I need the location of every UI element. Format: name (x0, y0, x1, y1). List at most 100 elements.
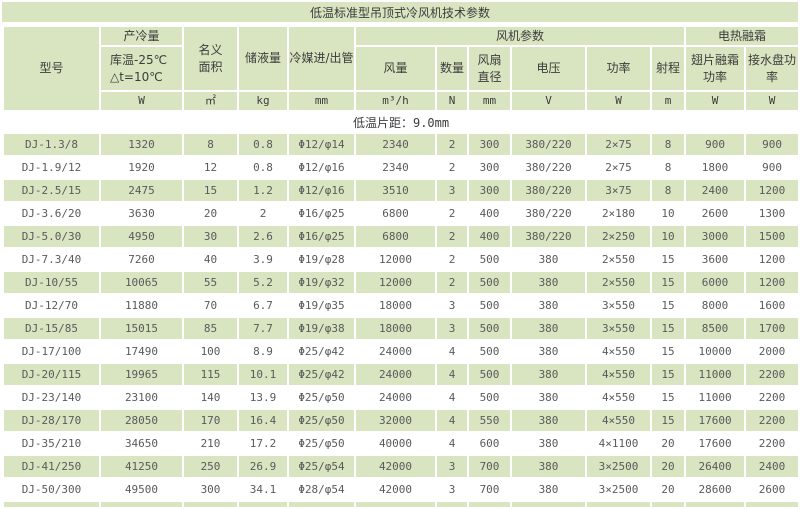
partial-cell (467, 500, 512, 509)
drain-pan-line2: 率 (766, 69, 779, 84)
value-cell: 3630 (99, 201, 184, 226)
value-cell: 3600 (684, 247, 747, 272)
value-cell: 2×550 (585, 247, 652, 272)
drain-pan-line1: 接水盘功 (748, 52, 797, 67)
value-cell: 4×550 (585, 339, 652, 364)
value-cell: 11000 (684, 362, 747, 387)
value-cell: 17600 (684, 431, 747, 456)
value-cell: 4 (435, 362, 469, 387)
value-cell: 2400 (744, 454, 800, 479)
fin-defrost-line2: 功率 (703, 69, 728, 84)
fin-defrost-line1: 翅片融霜 (691, 52, 740, 67)
header-row-columns: 库温-25℃ △t=10℃ 风量 数量 风扇 直径 电压 功率 射程 翅片融霜 … (3, 45, 800, 92)
value-cell: 380 (510, 408, 587, 433)
model-cell: DJ-23/140 (2, 385, 101, 410)
value-cell: 2340 (354, 132, 437, 157)
table-row: DJ-7.3/40 7260 40 3.9 Φ19/φ28 12000 2 500 380 2×5… (2, 247, 800, 272)
value-cell: 40 (182, 247, 239, 272)
model-cell: DJ-3.6/20 (2, 201, 101, 226)
table-row: DJ-12/70 11880 70 6.7 Φ19/φ35 18000 3 500 380 3×5… (2, 293, 800, 318)
value-cell: 380 (510, 454, 587, 479)
value-cell: Φ25/φ42 (287, 339, 356, 364)
partial-cell (649, 500, 687, 509)
partial-cell (585, 500, 652, 509)
value-cell: 0.8 (237, 132, 289, 157)
value-cell: 1700 (744, 316, 800, 341)
value-cell: 2×75 (585, 132, 652, 157)
partial-cell (510, 500, 587, 509)
model-cell: DJ-2.5/15 (2, 178, 101, 203)
value-cell: 1200 (744, 270, 800, 295)
value-cell: 30 (182, 224, 239, 249)
value-cell: 26.9 (237, 454, 289, 479)
value-cell: 2200 (744, 431, 800, 456)
value-cell: Φ12/φ16 (287, 155, 356, 180)
value-cell: 140 (182, 385, 239, 410)
value-cell: 17600 (684, 408, 747, 433)
value-cell: 24000 (354, 362, 437, 387)
col-header-voltage: 电压 (510, 45, 587, 92)
value-cell: 49500 (99, 477, 184, 502)
unit-voltage: V (510, 90, 587, 112)
unit-area: ㎡ (182, 90, 239, 112)
value-cell: 1200 (744, 178, 800, 203)
value-cell: 32000 (354, 408, 437, 433)
partial-cell (237, 500, 289, 509)
value-cell: 8000 (684, 293, 747, 318)
value-cell: 2 (435, 270, 469, 295)
value-cell: 55 (182, 270, 239, 295)
value-cell: 6800 (354, 224, 437, 249)
value-cell: 2 (435, 247, 469, 272)
value-cell: 380 (510, 477, 587, 502)
col-header-refrigerant-pipe: 冷媒进/出管 (287, 25, 356, 92)
col-header-throw: 射程 (649, 45, 687, 92)
value-cell: 2600 (684, 201, 747, 226)
value-cell: 28050 (99, 408, 184, 433)
value-cell: 300 (467, 132, 512, 157)
value-cell: 1920 (99, 155, 184, 180)
col-header-drain-pan-power: 接水盘功 率 (744, 45, 800, 92)
table-row: DJ-15/85 15015 85 7.7 Φ19/φ38 18000 3 500 380 3×5… (2, 316, 800, 341)
table-row: DJ-1.3/8 1320 8 0.8 Φ12/φ14 2340 2 300 380/220 2×… (2, 132, 800, 157)
fin-spacing-note: 低温片距：9.0mm (1, 110, 800, 134)
value-cell: 380 (510, 362, 587, 387)
value-cell: 2475 (99, 178, 184, 203)
value-cell: 3 (435, 178, 469, 203)
model-cell: DJ-17/100 (2, 339, 101, 364)
value-cell: Φ19/φ38 (287, 316, 356, 341)
nominal-area-line2: 面积 (198, 59, 223, 74)
value-cell: 300 (467, 155, 512, 180)
value-cell: 500 (467, 385, 512, 410)
unit-power: W (585, 90, 652, 112)
model-cell: DJ-50/300 (2, 477, 101, 502)
value-cell: 380 (510, 385, 587, 410)
value-cell: 85 (182, 316, 239, 341)
value-cell: Φ16/φ25 (287, 201, 356, 226)
nominal-area-line1: 名义 (198, 42, 223, 57)
value-cell: 18000 (354, 293, 437, 318)
unit-fan-diameter: mm (467, 90, 512, 112)
value-cell: 2200 (744, 385, 800, 410)
value-cell: 3 (435, 293, 469, 318)
value-cell: 13.9 (237, 385, 289, 410)
value-cell: 8 (649, 178, 687, 203)
value-cell: 3510 (354, 178, 437, 203)
value-cell: 10 (649, 224, 687, 249)
table-row: DJ-2.5/15 2475 15 1.2 Φ12/φ16 3510 3 300 380/220… (2, 178, 800, 203)
cooling-condition-line2: △t=10℃ (110, 69, 163, 84)
value-cell: 2 (435, 132, 469, 157)
value-cell: 3×2500 (585, 454, 652, 479)
value-cell: 1200 (744, 247, 800, 272)
value-cell: Φ19/φ32 (287, 270, 356, 295)
value-cell: 1600 (744, 293, 800, 318)
partial-cell (435, 500, 469, 509)
value-cell: 6800 (354, 201, 437, 226)
col-header-cooling-condition: 库温-25℃ △t=10℃ (99, 45, 184, 92)
partial-cell (2, 500, 101, 509)
value-cell: 4×550 (585, 408, 652, 433)
value-cell: 70 (182, 293, 239, 318)
model-cell: DJ-12/70 (2, 293, 101, 318)
value-cell: 2000 (744, 339, 800, 364)
unit-cooling: W (99, 90, 184, 112)
